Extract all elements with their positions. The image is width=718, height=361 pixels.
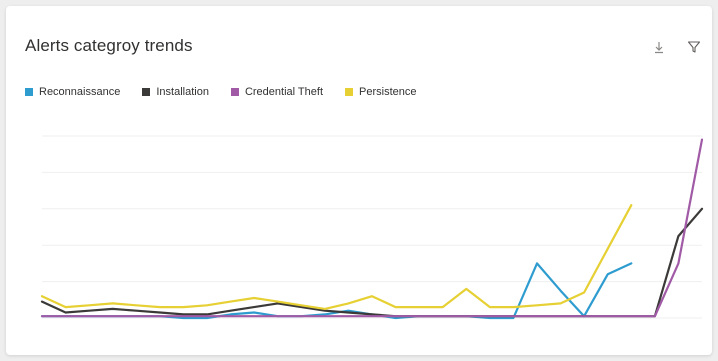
legend-item-credential-theft[interactable]: Credential Theft: [230, 86, 324, 98]
legend-swatch: [230, 88, 239, 96]
download-button[interactable]: [648, 36, 670, 58]
legend-label: Installation: [156, 86, 209, 98]
chart-legend: Reconnaissance Installation Credential The…: [25, 86, 439, 98]
legend-label: Credential Theft: [244, 86, 324, 98]
legend-item-installation[interactable]: Installation: [142, 86, 209, 98]
download-icon: [655, 42, 663, 54]
legend-swatch: [142, 88, 151, 96]
series-line-installation[interactable]: [40, 207, 704, 318]
legend-item-persistence[interactable]: Persistence: [345, 86, 417, 98]
series-line-credential-theft[interactable]: [40, 138, 704, 318]
legend-label: Reconnaissance: [39, 86, 121, 98]
legend-swatch: [345, 88, 354, 96]
filter-icon: [687, 41, 701, 53]
legend-swatch: [25, 88, 33, 96]
line-chart: [40, 135, 704, 320]
alerts-trend-card: Alerts categroy trends Reconnaissance Ins…: [6, 6, 712, 355]
legend-item-reconnaissance[interactable]: Reconnaissance: [25, 86, 120, 98]
filter-button[interactable]: [683, 36, 705, 58]
card-title: Alerts categroy trends: [25, 36, 193, 55]
series-line-persistence[interactable]: [40, 204, 633, 310]
legend-label: Persistence: [359, 86, 417, 98]
gridlines: [42, 135, 702, 319]
